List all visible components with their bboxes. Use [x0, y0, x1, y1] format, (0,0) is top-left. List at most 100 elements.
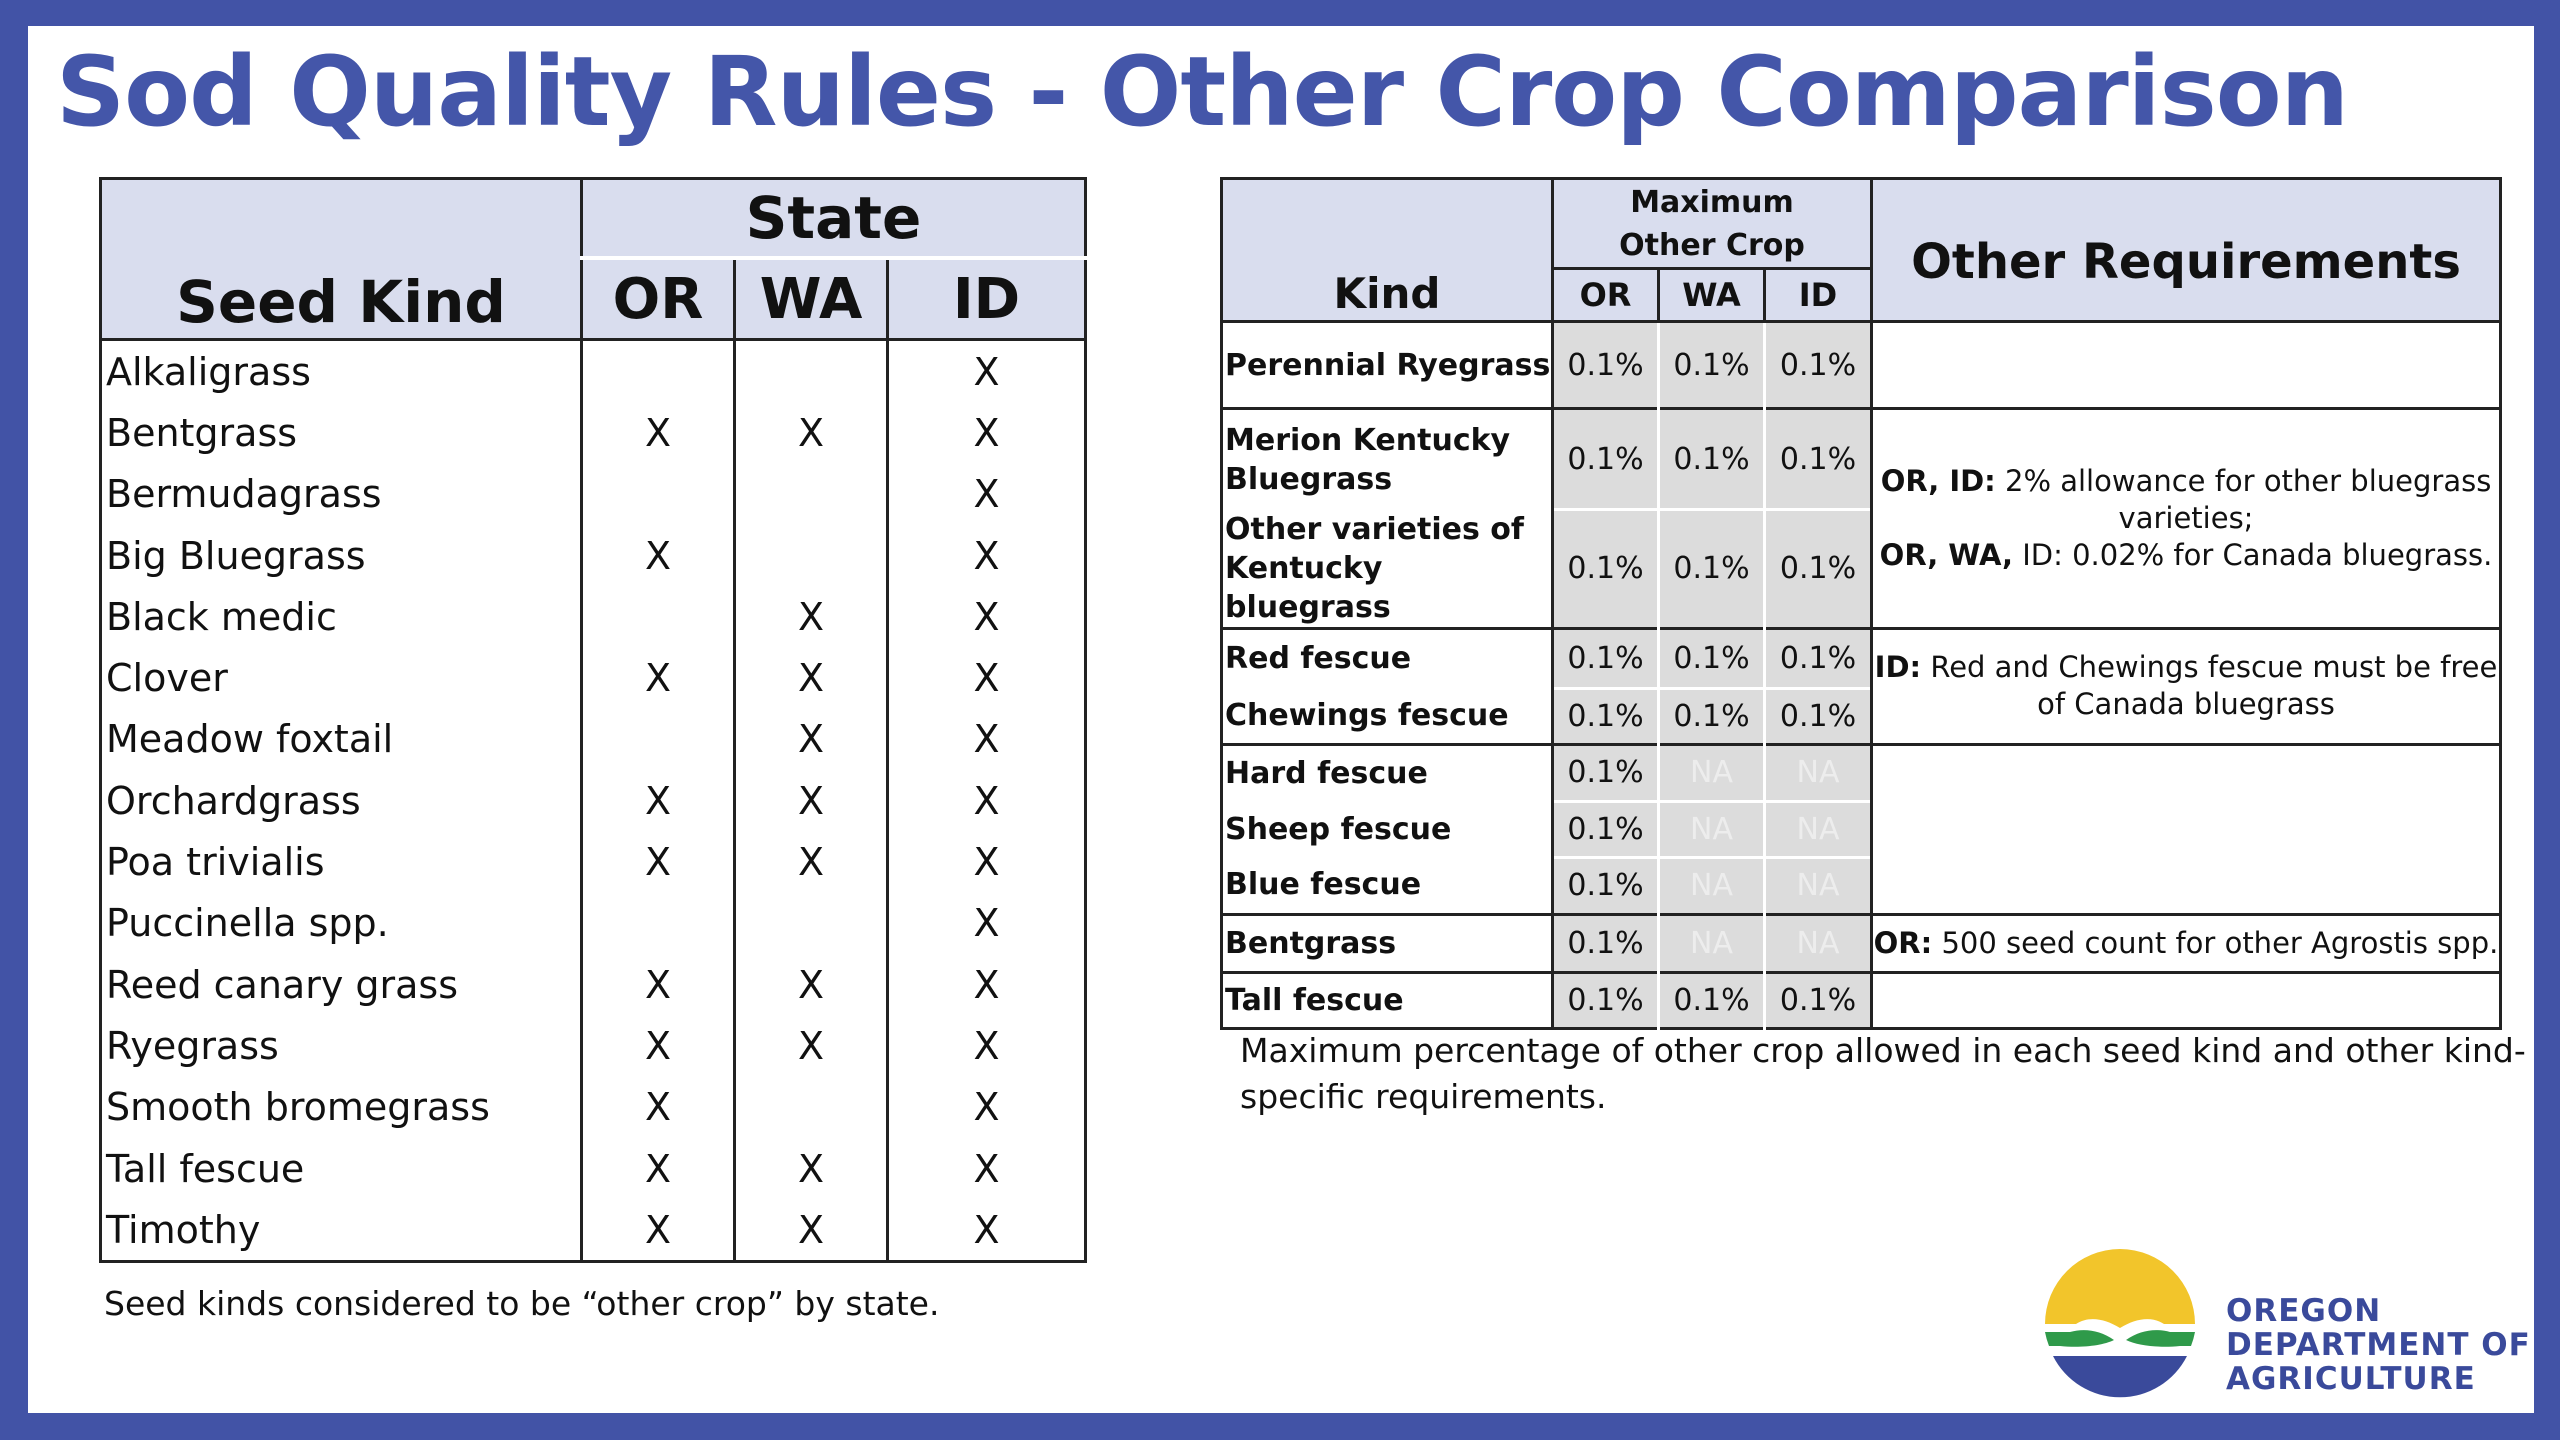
id-mark: X: [886, 524, 1086, 587]
seed-kind-cell: Timothy: [106, 1207, 261, 1252]
id-mark: X: [886, 892, 1086, 954]
header-id: ID: [886, 258, 1086, 341]
or-value: 0.1%: [1552, 686, 1660, 744]
header-or: OR: [1552, 268, 1660, 323]
id-value: NA: [1764, 799, 1873, 857]
or-value: 0.1%: [1552, 320, 1660, 409]
wa-value: 0.1%: [1658, 407, 1766, 510]
table-row: Meadow foxtail X X: [101, 708, 1086, 771]
table-row: Tall fescue 0.1% 0.1% 0.1%: [1221, 970, 2501, 1028]
wa-mark: X: [733, 831, 888, 893]
id-mark: X: [886, 1076, 1086, 1138]
kind-cell: Tall fescue: [1221, 970, 1554, 1028]
header-state: State: [580, 178, 1086, 260]
or-mark: X: [580, 524, 735, 587]
wa-mark: [733, 892, 888, 954]
requirement-bentgrass: OR: 500 seed count for other Agrostis sp…: [1871, 912, 2501, 972]
kind-cell: Red fescue: [1221, 626, 1554, 688]
table-row: Reed canary grass X X X: [101, 953, 1086, 1016]
kind-cell: Chewings fescue: [1221, 688, 1554, 744]
id-mark: X: [886, 339, 1086, 403]
id-value: NA: [1764, 742, 1873, 801]
id-value: 0.1%: [1764, 407, 1873, 510]
table-row: Merion Kentucky Bluegrass 0.1% 0.1% 0.1%…: [1221, 407, 2501, 628]
wa-mark: X: [733, 1137, 888, 1200]
requirement-bluegrass: OR, ID: 2% allowance for other bluegrass…: [1871, 407, 2501, 628]
requirement-cell: [1871, 320, 2501, 409]
table-row: Smooth bromegrass X X: [101, 1076, 1086, 1138]
requirement-cell: [1871, 742, 2501, 914]
seed-kind-cell: Meadow foxtail: [106, 717, 394, 762]
id-mark: X: [886, 770, 1086, 832]
wa-mark: [733, 524, 888, 587]
or-value: 0.1%: [1552, 855, 1660, 914]
table-row: Clover X X X: [101, 647, 1086, 709]
header-other-requirements: Other Requirements: [1871, 178, 2501, 323]
kind-cell: Blue fescue: [1221, 857, 1554, 914]
or-mark: X: [580, 953, 735, 1016]
seed-kind-cell: Orchardgrass: [106, 778, 361, 823]
maximum-other-crop-table: Kind Maximum Other Crop Other Requirement…: [1220, 177, 2502, 1030]
or-mark: [580, 463, 735, 525]
table-row: Puccinella spp. X: [101, 892, 1086, 954]
or-mark: [580, 586, 735, 648]
table-row: Blue fescue 0.1% NA NA: [1221, 855, 2501, 914]
wa-mark: X: [733, 647, 888, 709]
or-mark: X: [580, 647, 735, 709]
table-row: Tall fescue X X X: [101, 1137, 1086, 1200]
wa-mark: [733, 339, 888, 403]
wa-value: 0.1%: [1658, 970, 1766, 1028]
id-value: NA: [1764, 855, 1873, 914]
kind-cell: Merion Kentucky Bluegrass: [1221, 407, 1554, 510]
id-mark: X: [886, 1015, 1086, 1077]
id-mark: X: [886, 1137, 1086, 1200]
id-value: 0.1%: [1764, 320, 1873, 409]
or-value: 0.1%: [1552, 912, 1660, 972]
table-row: Bentgrass 0.1% NA NA OR: 500 seed count …: [1221, 912, 2501, 972]
header-wa: WA: [1658, 268, 1766, 323]
seed-kind-cell: Black medic: [106, 594, 337, 639]
or-mark: X: [580, 1199, 735, 1262]
header-maximum-other-crop: Maximum Other Crop: [1552, 178, 1873, 270]
wa-mark: [733, 1076, 888, 1138]
wa-mark: [733, 463, 888, 525]
seed-kind-cell: Bermudagrass: [106, 472, 382, 517]
or-value: 0.1%: [1552, 508, 1660, 628]
or-mark: [580, 892, 735, 954]
id-mark: X: [886, 586, 1086, 648]
seed-kind-cell: Poa trivialis: [106, 840, 325, 885]
id-value: NA: [1764, 912, 1873, 972]
id-mark: X: [886, 708, 1086, 771]
wa-value: 0.1%: [1658, 320, 1766, 409]
table-row: Hard fescue 0.1% NA NA: [1221, 742, 2501, 914]
wa-mark: X: [733, 708, 888, 771]
oda-logo-icon: [2045, 1249, 2195, 1398]
header-id: ID: [1764, 268, 1873, 323]
wa-value: NA: [1658, 912, 1766, 972]
id-value: 0.1%: [1764, 508, 1873, 628]
header-wa: WA: [733, 258, 888, 341]
seed-kind-cell: Bentgrass: [106, 410, 298, 455]
seed-kind-cell: Smooth bromegrass: [106, 1085, 490, 1130]
requirement-fescue: ID: Red and Chewings fescue must be free…: [1871, 626, 2501, 744]
table-row: Red fescue 0.1% 0.1% 0.1% ID: Red and Ch…: [1221, 626, 2501, 744]
table-row: Orchardgrass X X X: [101, 770, 1086, 832]
or-value: 0.1%: [1552, 626, 1660, 688]
table-row: Bermudagrass X: [101, 463, 1086, 525]
or-mark: X: [580, 831, 735, 893]
id-value: 0.1%: [1764, 970, 1873, 1028]
or-value: 0.1%: [1552, 742, 1660, 801]
id-mark: X: [886, 402, 1086, 464]
header-seed-kind: Seed Kind: [100, 178, 582, 341]
or-mark: X: [580, 770, 735, 832]
or-mark: [580, 708, 735, 771]
id-mark: X: [886, 953, 1086, 1016]
kind-cell: Bentgrass: [1221, 912, 1554, 972]
wa-value: 0.1%: [1658, 686, 1766, 744]
table-row: Big Bluegrass X X: [101, 524, 1086, 587]
left-table-caption: Seed kinds considered to be “other crop”…: [104, 1284, 940, 1323]
wa-mark: X: [733, 1199, 888, 1262]
table-row: Poa trivialis X X X: [101, 831, 1086, 893]
wa-value: NA: [1658, 742, 1766, 801]
seed-kind-cell: Reed canary grass: [106, 962, 459, 1007]
